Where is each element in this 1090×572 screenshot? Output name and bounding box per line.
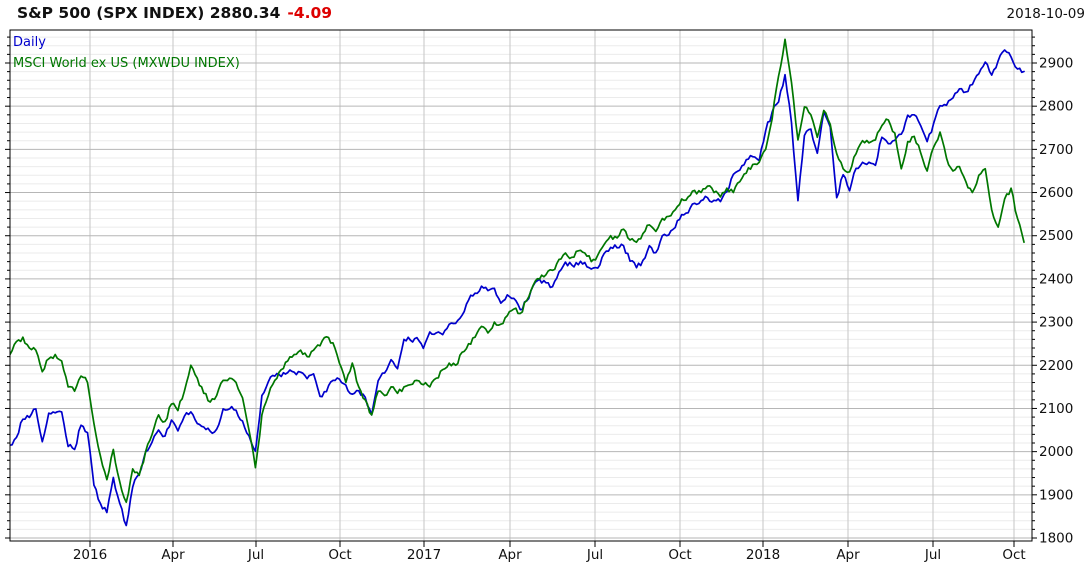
svg-text:Jul: Jul — [586, 547, 603, 563]
svg-text:2800: 2800 — [1039, 99, 1073, 115]
svg-text:2400: 2400 — [1039, 271, 1073, 287]
gridlines-vertical — [89, 30, 1015, 541]
svg-text:Jul: Jul — [924, 547, 941, 563]
legend-series-mxwdu: MSCI World ex US (MXWDU INDEX) — [13, 56, 240, 71]
svg-text:2018: 2018 — [746, 547, 780, 563]
legend-series-daily: Daily — [13, 35, 46, 50]
gridlines-minor — [10, 36, 1032, 530]
axis-ticks — [5, 36, 1037, 547]
gridlines-major — [10, 62, 1032, 539]
chart-date: 2018-10-09 — [1006, 6, 1085, 22]
svg-text:Apr: Apr — [836, 547, 860, 563]
svg-text:2017: 2017 — [407, 547, 441, 563]
x-axis-labels: 2016 Apr Jul Oct 2017 Apr Jul Oct 2018 Apr Jul Oct — [73, 547, 1026, 563]
svg-text:2600: 2600 — [1039, 185, 1073, 201]
svg-text:Apr: Apr — [161, 547, 185, 563]
y-axis-labels: 2900 2800 2700 2600 2500 2400 2300 2200 2100 2000… — [1039, 56, 1073, 547]
svg-text:Apr: Apr — [498, 547, 522, 563]
svg-text:2016: 2016 — [73, 547, 107, 563]
price-change: -4.09 — [287, 4, 333, 22]
svg-text:2900: 2900 — [1039, 56, 1073, 72]
plot-border — [9, 29, 1033, 542]
svg-text:2700: 2700 — [1039, 142, 1073, 158]
svg-text:2300: 2300 — [1039, 315, 1073, 331]
svg-text:Oct: Oct — [328, 547, 351, 563]
spx-line — [10, 49, 1025, 527]
svg-text:Oct: Oct — [1002, 547, 1025, 563]
svg-text:1800: 1800 — [1039, 530, 1073, 546]
svg-text:2000: 2000 — [1039, 444, 1073, 460]
svg-text:Jul: Jul — [247, 547, 264, 563]
svg-text:2100: 2100 — [1039, 401, 1073, 417]
chart-header: S&P 500 (SPX INDEX) 2880.34 -4.09 — [17, 4, 332, 22]
mxwdu-line — [10, 38, 1025, 504]
svg-text:2500: 2500 — [1039, 228, 1073, 244]
page-title: S&P 500 (SPX INDEX) 2880.34 — [17, 4, 281, 22]
chart-legend: Daily MSCI World ex US (MXWDU INDEX) — [13, 32, 240, 74]
svg-text:2200: 2200 — [1039, 358, 1073, 374]
svg-text:1900: 1900 — [1039, 487, 1073, 503]
svg-text:Oct: Oct — [668, 547, 691, 563]
